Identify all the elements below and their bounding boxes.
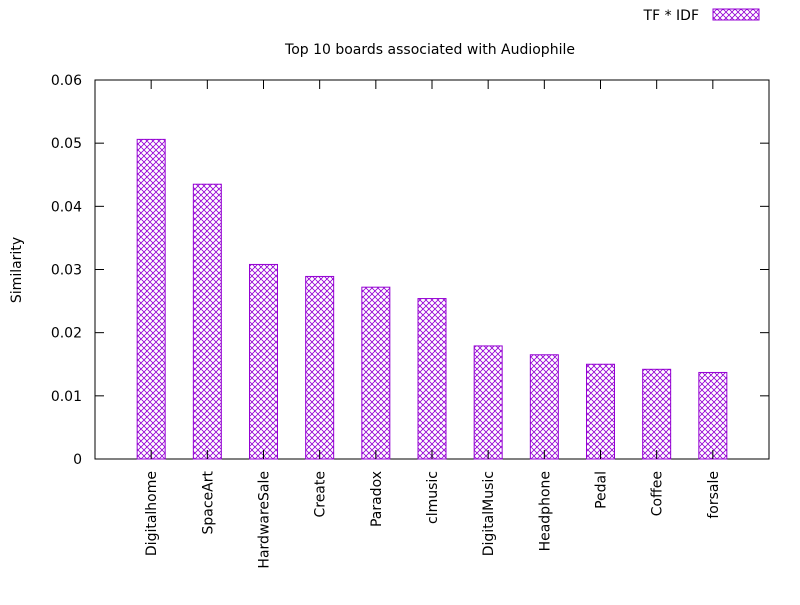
x-tick-label: DigitalMusic bbox=[481, 471, 497, 556]
bar bbox=[586, 363, 615, 460]
y-tick-label: 0.04 bbox=[51, 199, 82, 215]
bar bbox=[698, 371, 728, 460]
bar bbox=[136, 138, 166, 460]
bar bbox=[249, 263, 278, 460]
x-tick-label: Digitalhome bbox=[144, 471, 160, 556]
y-axis-label: Similarity bbox=[9, 237, 25, 303]
x-tick-label: Coffee bbox=[650, 471, 666, 516]
x-tick-label: Create bbox=[313, 471, 329, 518]
y-tick-label: 0.05 bbox=[51, 136, 82, 152]
bar bbox=[642, 368, 672, 460]
x-tick-label: clmusic bbox=[425, 471, 441, 524]
chart-title: Top 10 boards associated with Audiophile bbox=[284, 42, 575, 58]
bar bbox=[417, 298, 447, 460]
x-axis-ticks: Digitalhome SpaceArt HardwareSale Create Par… bbox=[144, 80, 722, 569]
x-tick-label: Pedal bbox=[594, 471, 610, 509]
bar bbox=[305, 275, 335, 460]
bar bbox=[473, 345, 503, 460]
x-tick-label: Headphone bbox=[537, 471, 553, 551]
x-tick-label: forsale bbox=[706, 471, 722, 519]
y-tick-label: 0.02 bbox=[51, 326, 82, 342]
y-axis-ticks: 0 0.01 0.02 0.03 0.04 0.05 0.06 bbox=[51, 73, 769, 468]
x-tick-label: Paradox bbox=[369, 471, 385, 527]
y-tick-label: 0 bbox=[73, 452, 82, 468]
y-tick-label: 0.03 bbox=[51, 263, 82, 279]
legend-label: TF * IDF bbox=[643, 8, 699, 24]
x-tick-label: HardwareSale bbox=[257, 471, 273, 569]
x-tick-label: SpaceArt bbox=[200, 471, 216, 535]
bars-group bbox=[136, 138, 728, 460]
bar bbox=[361, 286, 391, 460]
y-tick-label: 0.06 bbox=[51, 73, 82, 89]
y-tick-label: 0.01 bbox=[51, 389, 82, 405]
legend-swatch bbox=[712, 8, 760, 21]
bar bbox=[192, 183, 222, 460]
legend: TF * IDF bbox=[643, 8, 760, 24]
bar bbox=[529, 354, 559, 460]
